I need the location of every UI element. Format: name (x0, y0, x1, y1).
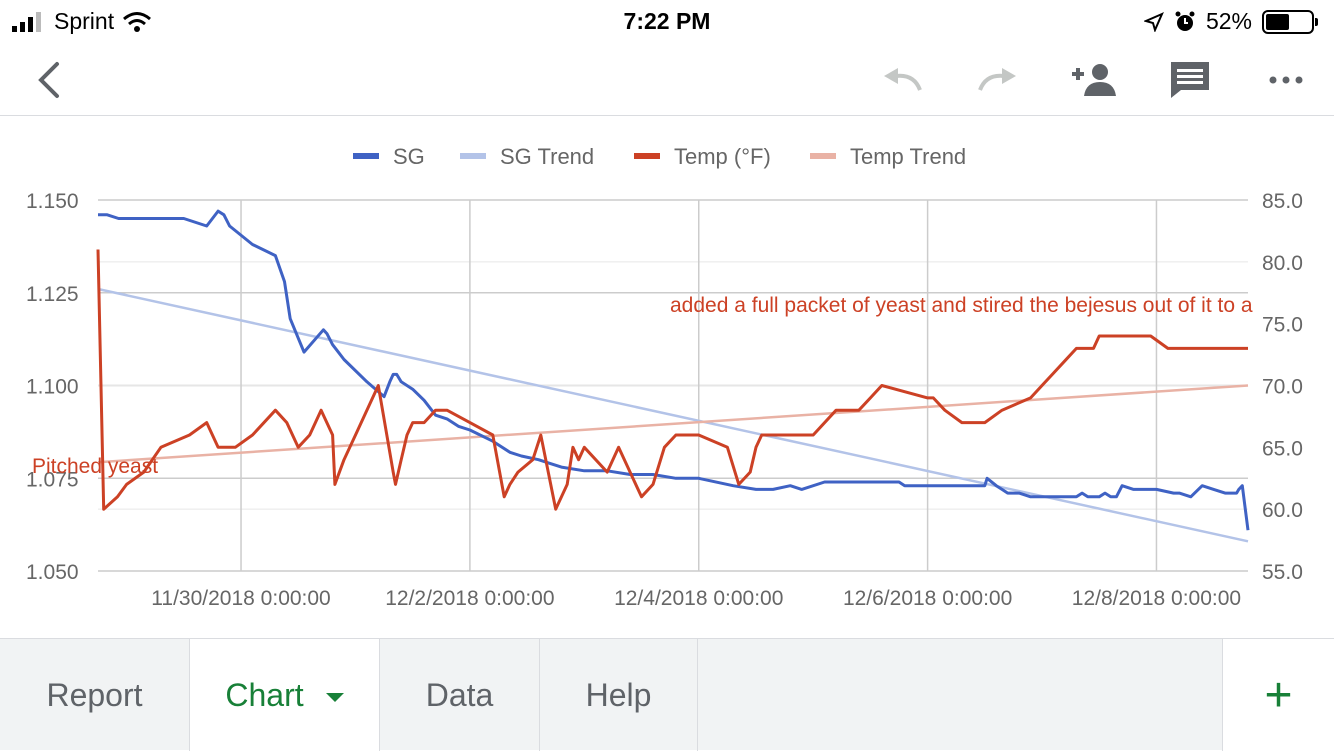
clock: 7:22 PM (623, 8, 711, 34)
y-left-tick-label: 1.125 (26, 283, 79, 306)
y-right-tick-label: 55.0 (1262, 561, 1303, 584)
signal-icon (12, 11, 41, 32)
back-button[interactable] (22, 54, 74, 106)
y-left-tick-label: 1.075 (26, 468, 79, 491)
y-right-tick-label: 60.0 (1262, 499, 1303, 522)
legend-label: SG Trend (500, 144, 594, 169)
tab-data[interactable]: Data (380, 639, 540, 751)
y-right-tick-label: 65.0 (1262, 437, 1303, 460)
battery-fill (1266, 13, 1289, 30)
x-tick-label: 12/6/2018 0:00:00 (843, 587, 1012, 610)
x-tick-label: 12/8/2018 0:00:00 (1072, 587, 1241, 610)
legend-swatch (353, 153, 379, 159)
series-line-sg (98, 209, 1250, 531)
y-right-tick-label: 75.0 (1262, 314, 1303, 337)
tab-data-label: Data (425, 676, 494, 713)
more-icon (1269, 76, 1303, 84)
legend-swatch (460, 153, 486, 159)
plus-icon: + (1264, 668, 1293, 722)
tab-chart[interactable]: Chart (190, 639, 380, 751)
tab-report[interactable]: Report (0, 639, 190, 751)
status-left: Sprint (12, 8, 152, 35)
alarm-icon (1175, 11, 1195, 31)
redo-button[interactable] (972, 54, 1024, 106)
add-sheet-button[interactable]: + (1222, 639, 1334, 751)
y-left-tick-label: 1.050 (26, 561, 79, 584)
redo-icon (978, 68, 1016, 91)
legend-label: Temp (°F) (674, 144, 771, 169)
wifi-icon (123, 11, 152, 32)
back-icon (38, 62, 59, 98)
toolbar (0, 44, 1334, 116)
bottom-tab-bar: Report Chart Data Help + (0, 638, 1334, 751)
x-tick-label: 12/4/2018 0:00:00 (614, 587, 783, 610)
share-button[interactable] (1068, 54, 1120, 106)
legend-swatch (634, 153, 660, 159)
undo-button[interactable] (876, 54, 928, 106)
comment-button[interactable] (1164, 54, 1216, 106)
comment-icon (1171, 62, 1209, 98)
legend-label: Temp Trend (850, 144, 966, 169)
tab-chart-label: Chart (225, 676, 304, 713)
location-arrow-icon (1143, 11, 1164, 32)
annotation-pitched-yeast: Pitched yeast (32, 455, 158, 478)
y-right-tick-label: 80.0 (1262, 252, 1303, 275)
tab-help[interactable]: Help (540, 639, 698, 751)
y-right-tick-label: 85.0 (1262, 190, 1303, 213)
battery-icon (1262, 9, 1318, 34)
carrier-label: Sprint (54, 8, 115, 34)
status-right: 52% (1143, 8, 1318, 35)
chart-area: 1.050 1.075 1.100 1.125 1.150 55.0 60.0 65.0 70.… (0, 117, 1334, 638)
x-tick-label: 12/2/2018 0:00:00 (385, 587, 554, 610)
series-line-sg-trend (97, 287, 1249, 543)
legend-swatch (810, 153, 836, 159)
annotation-added-yeast: added a full packet of yeast and stired … (670, 294, 1253, 317)
y-right-tick-label: 70.0 (1262, 376, 1303, 399)
status-bar: Sprint 7:22 PM 52% (0, 0, 1334, 44)
series-line-temp-f (96, 249, 1248, 511)
share-icon (1072, 64, 1116, 96)
tab-report-label: Report (46, 676, 143, 713)
battery-percent: 52% (1205, 8, 1252, 34)
undo-icon (884, 68, 922, 91)
tab-help-label: Help (585, 676, 652, 713)
legend-label: SG (393, 144, 425, 169)
sg-temp-chart: 1.050 1.075 1.100 1.125 1.150 55.0 60.0 65.0 70.… (26, 144, 1303, 610)
x-tick-label: 11/30/2018 0:00:00 (151, 587, 330, 610)
y-left-tick-label: 1.150 (26, 190, 79, 213)
series-line-temp-trend (97, 384, 1249, 464)
y-left-tick-label: 1.100 (26, 376, 79, 399)
more-button[interactable] (1260, 54, 1312, 106)
chevron-down-icon[interactable] (325, 692, 344, 702)
